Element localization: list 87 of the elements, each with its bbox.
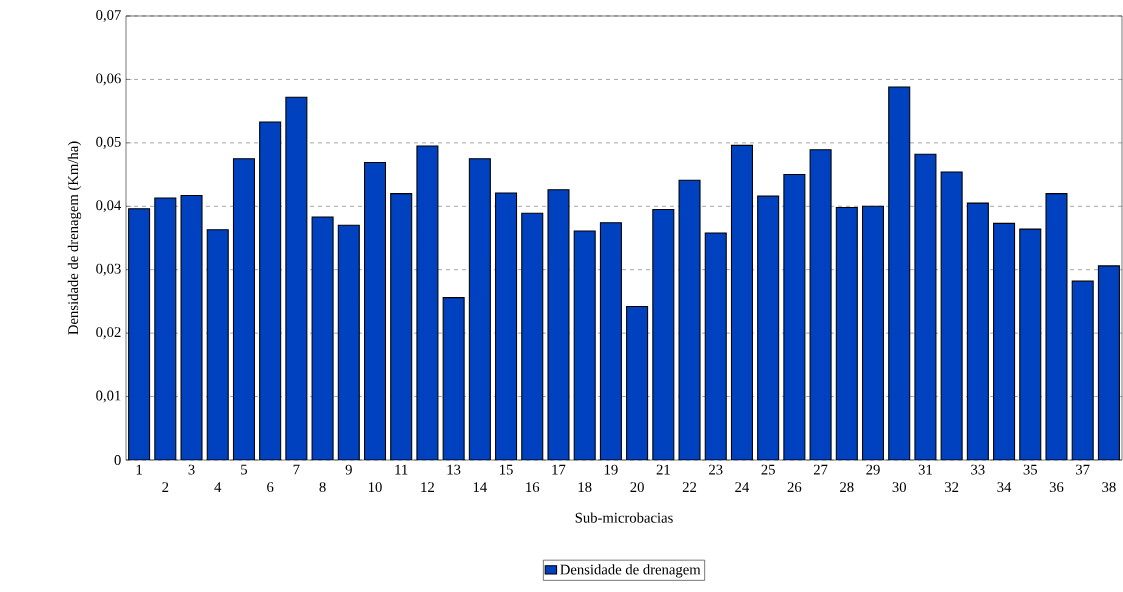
x-tick-label: 2 [162, 482, 169, 492]
bar [443, 297, 465, 460]
bar [705, 232, 727, 460]
x-tick-label: 30 [892, 482, 906, 493]
y-axis-title: Densidade de drenagem (Km/ha) [67, 141, 82, 335]
x-tick-label: 19 [604, 464, 618, 475]
bar [652, 209, 674, 460]
bar [810, 149, 832, 460]
bar [285, 97, 307, 460]
bar [364, 162, 386, 460]
x-tick-label: 20 [630, 482, 644, 493]
x-tick-label: 23 [709, 464, 723, 475]
x-tick-label: 28 [840, 482, 854, 493]
bar [600, 222, 622, 460]
x-tick-label: 32 [945, 482, 959, 493]
x-tick-label: 11 [395, 464, 408, 475]
bar [1097, 265, 1120, 460]
bar [495, 192, 517, 460]
x-tick-label: 24 [735, 482, 750, 492]
y-tick-label: 0 [114, 455, 121, 465]
x-tick-label: 12 [421, 482, 434, 492]
bar [207, 229, 229, 460]
bar [862, 206, 884, 460]
bar [1019, 229, 1041, 460]
bar [416, 146, 438, 460]
x-tick-label: 21 [656, 464, 670, 475]
bar [967, 203, 989, 460]
x-tick-label: 35 [1023, 464, 1038, 475]
bar [757, 196, 779, 460]
bar [1072, 281, 1094, 460]
y-tick-label: 0,02 [96, 327, 121, 340]
x-tick-label: 18 [578, 482, 592, 493]
bar [233, 158, 255, 460]
x-tick-label: 29 [866, 464, 880, 475]
x-tick-label: 33 [971, 464, 985, 475]
x-tick-label: 22 [682, 482, 697, 492]
bar [914, 154, 936, 460]
x-tick-label: 31 [918, 464, 932, 475]
y-tick-label: 0,03 [96, 263, 121, 276]
bar [521, 213, 543, 460]
x-tick-label: 9 [345, 464, 352, 475]
x-tick-label: 4 [214, 482, 222, 492]
legend-label: Densidade de drenagem [560, 564, 701, 578]
bar [548, 189, 569, 460]
bar [626, 306, 648, 460]
x-tick-label: 3 [188, 464, 195, 475]
bar [836, 207, 858, 460]
x-tick-label: 25 [761, 464, 775, 475]
x-tick-label: 14 [473, 482, 487, 492]
bar [338, 225, 360, 460]
x-tick-label: 8 [319, 482, 326, 493]
x-tick-label: 36 [1049, 482, 1064, 493]
bar [941, 172, 963, 460]
bar [259, 121, 281, 460]
x-axis-title: Sub-microbacias [575, 512, 673, 523]
x-tick-label: 10 [368, 482, 382, 493]
bar [1046, 193, 1067, 460]
x-tick-label: 37 [1076, 464, 1090, 475]
bar [888, 87, 910, 460]
bar [993, 223, 1015, 460]
x-tick-label: 27 [813, 464, 828, 475]
x-tick-label: 13 [447, 464, 461, 475]
bar [574, 231, 596, 460]
x-tick-label: 26 [787, 482, 802, 493]
bar [128, 208, 150, 460]
x-tick-label: 16 [526, 482, 540, 493]
x-tick-label: 6 [267, 482, 274, 493]
x-tick-label: 7 [293, 464, 300, 475]
x-tick-label: 5 [241, 464, 248, 475]
y-tick-label: 0,07 [96, 10, 121, 23]
bar [154, 198, 176, 460]
bar [181, 195, 203, 460]
y-tick-label: 0,06 [96, 73, 121, 86]
y-tick-label: 0,04 [96, 200, 122, 213]
bar [731, 145, 753, 460]
y-tick-label: 0,01 [96, 390, 121, 403]
x-tick-label: 34 [997, 482, 1012, 493]
bar [469, 158, 491, 460]
x-tick-label: 15 [500, 464, 513, 475]
bar [679, 180, 701, 460]
x-tick-label: 1 [136, 464, 142, 475]
bar [390, 193, 412, 460]
x-tick-label: 38 [1102, 482, 1116, 493]
x-tick-label: 17 [552, 464, 566, 475]
y-tick-label: 0,05 [96, 136, 121, 149]
bar [783, 174, 805, 460]
bar [312, 217, 334, 460]
